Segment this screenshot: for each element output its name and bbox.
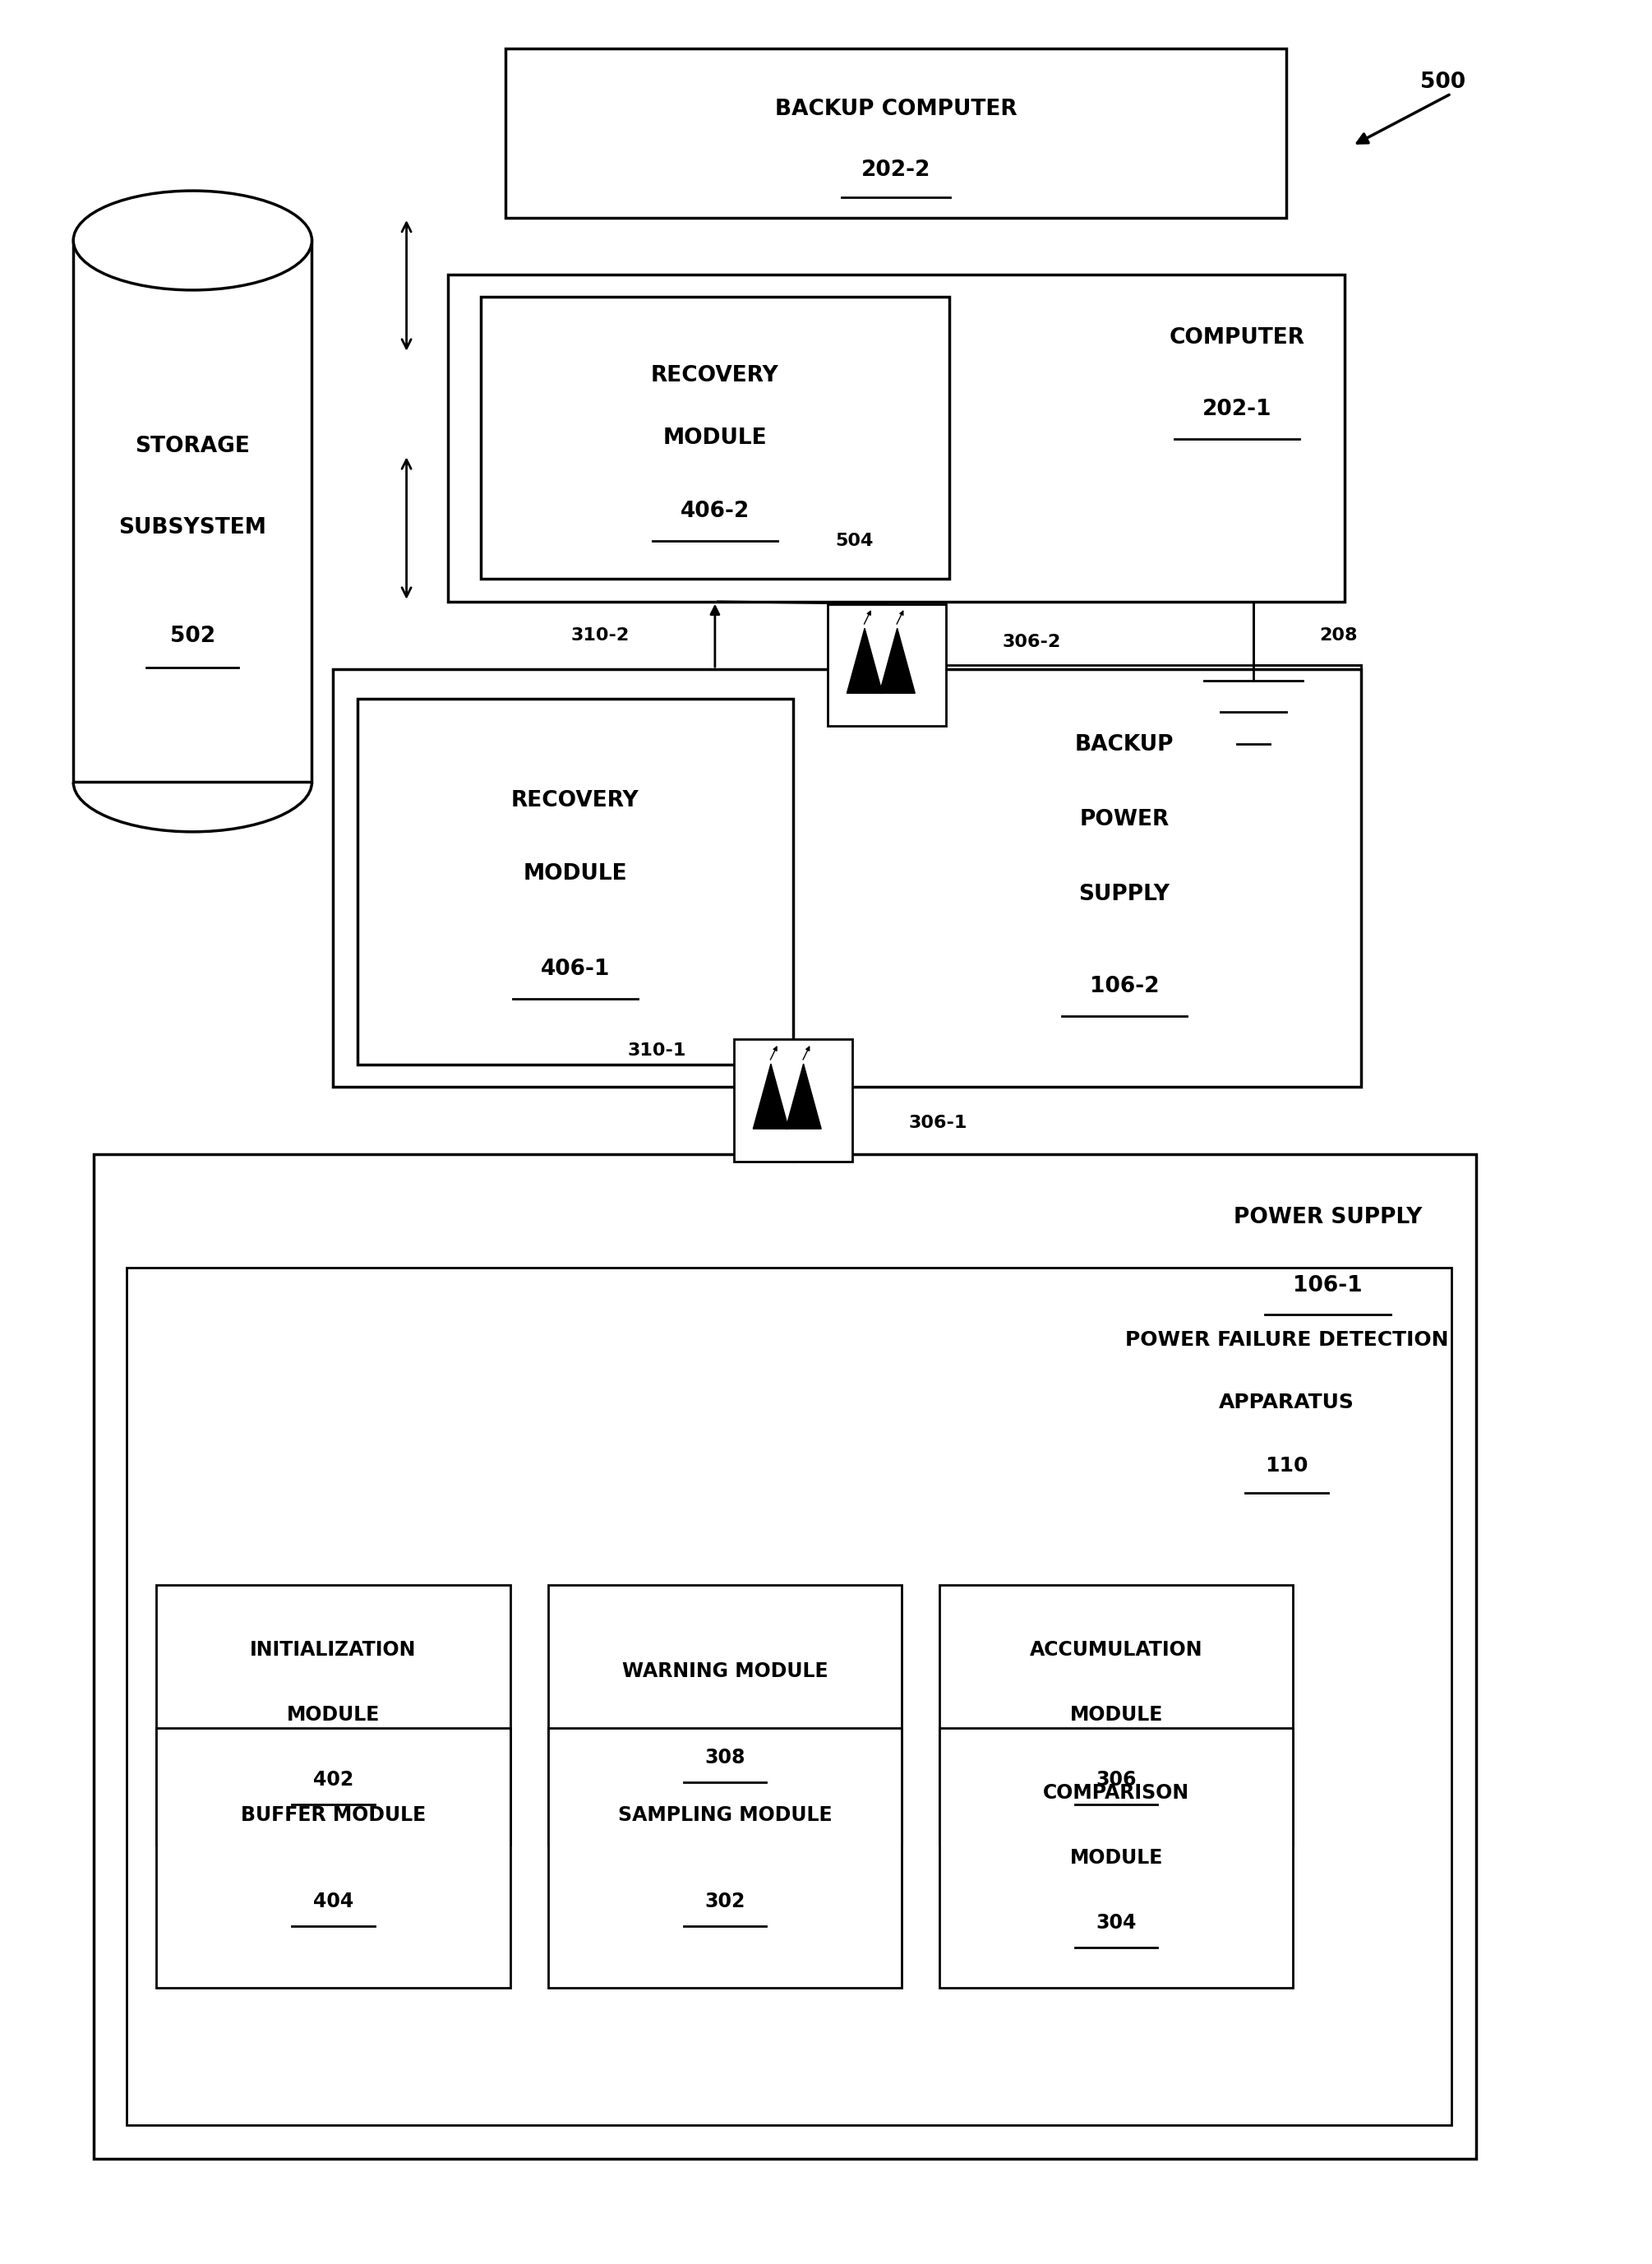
Polygon shape <box>786 1064 821 1130</box>
Text: 306-1: 306-1 <box>909 1114 966 1132</box>
Text: MODULE: MODULE <box>662 428 767 448</box>
Text: 502: 502 <box>170 625 215 648</box>
Bar <box>157 1727 510 1988</box>
Text: SUPPLY: SUPPLY <box>1079 883 1170 906</box>
Text: 208: 208 <box>1320 627 1358 643</box>
Bar <box>733 1039 852 1161</box>
Text: SUBSYSTEM: SUBSYSTEM <box>119 516 266 539</box>
Text: COMPARISON: COMPARISON <box>1042 1784 1189 1802</box>
Polygon shape <box>879 627 915 693</box>
Text: COMPUTER: COMPUTER <box>1170 326 1305 349</box>
Bar <box>940 1585 1294 1845</box>
Bar <box>548 1585 902 1845</box>
Bar <box>73 240 312 781</box>
Bar <box>448 274 1345 602</box>
Text: 306: 306 <box>1095 1770 1137 1789</box>
Text: 202-1: 202-1 <box>1203 398 1272 421</box>
Text: 500: 500 <box>1421 72 1465 93</box>
Text: MODULE: MODULE <box>1070 1705 1163 1725</box>
Text: BACKUP: BACKUP <box>1075 734 1173 756</box>
Text: 406-2: 406-2 <box>681 500 750 523</box>
Text: STORAGE: STORAGE <box>135 435 249 457</box>
Text: BUFFER MODULE: BUFFER MODULE <box>241 1804 426 1825</box>
Text: RECOVERY: RECOVERY <box>651 365 780 387</box>
Text: INITIALIZATION: INITIALIZATION <box>249 1639 416 1660</box>
Text: BACKUP COMPUTER: BACKUP COMPUTER <box>775 100 1018 120</box>
Text: POWER SUPPLY: POWER SUPPLY <box>1234 1207 1422 1229</box>
Ellipse shape <box>73 190 312 290</box>
Bar <box>332 670 1361 1087</box>
Text: SAMPLING MODULE: SAMPLING MODULE <box>618 1804 833 1825</box>
Text: MODULE: MODULE <box>1070 1847 1163 1868</box>
Text: 106-1: 106-1 <box>1294 1275 1363 1297</box>
Bar <box>548 1727 902 1988</box>
Text: ACCUMULATION: ACCUMULATION <box>1029 1639 1203 1660</box>
Text: 310-2: 310-2 <box>570 627 629 643</box>
Polygon shape <box>753 1064 788 1130</box>
Text: 504: 504 <box>834 532 872 548</box>
Bar <box>940 1727 1294 1988</box>
Text: 308: 308 <box>704 1748 745 1768</box>
Bar <box>481 297 950 580</box>
Bar <box>127 1268 1450 2126</box>
Text: WARNING MODULE: WARNING MODULE <box>621 1662 828 1682</box>
Text: 110: 110 <box>1265 1456 1308 1476</box>
Text: 306-2: 306-2 <box>1003 634 1061 650</box>
Bar <box>357 700 793 1064</box>
Bar <box>828 604 947 727</box>
Bar <box>94 1155 1475 2160</box>
Text: 404: 404 <box>312 1890 354 1911</box>
Text: MODULE: MODULE <box>524 863 628 885</box>
Text: APPARATUS: APPARATUS <box>1219 1392 1355 1413</box>
Text: 302: 302 <box>704 1890 745 1911</box>
Text: 106-2: 106-2 <box>1089 976 1160 998</box>
Text: 202-2: 202-2 <box>861 161 930 181</box>
Text: POWER FAILURE DETECTION: POWER FAILURE DETECTION <box>1125 1329 1449 1349</box>
Text: MODULE: MODULE <box>287 1705 380 1725</box>
Text: RECOVERY: RECOVERY <box>510 790 639 813</box>
Bar <box>157 1585 510 1845</box>
Text: 304: 304 <box>1095 1913 1137 1933</box>
Text: 310-1: 310-1 <box>628 1041 686 1060</box>
Text: POWER: POWER <box>1079 808 1170 831</box>
Polygon shape <box>847 627 882 693</box>
Text: 402: 402 <box>312 1770 354 1789</box>
Text: 406-1: 406-1 <box>540 958 610 980</box>
Bar <box>506 48 1287 217</box>
